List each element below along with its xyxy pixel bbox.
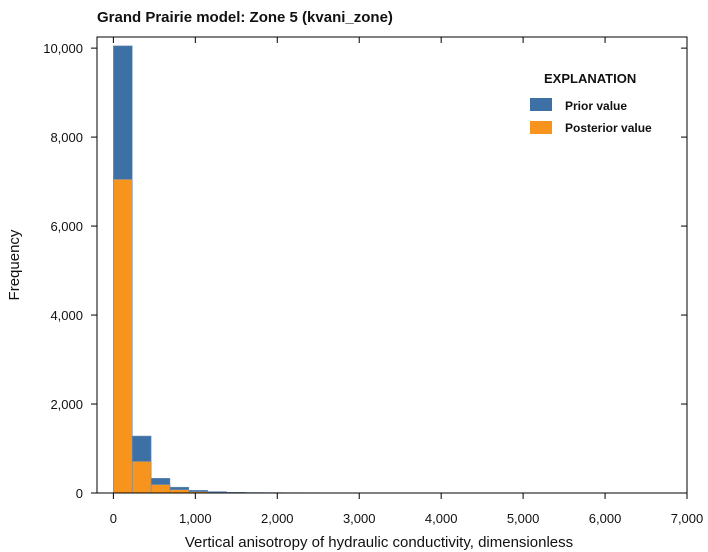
- x-tick-label: 3,000: [343, 511, 376, 526]
- x-tick-label: 2,000: [261, 511, 294, 526]
- chart-title: Grand Prairie model: Zone 5 (kvani_zone): [97, 9, 393, 26]
- y-tick-label: 10,000: [43, 41, 83, 56]
- legend-label-prior: Prior value: [565, 99, 627, 113]
- y-axis: 0 2,000 4,000 6,000 8,000 10,000: [43, 41, 687, 501]
- posterior-bar-3: [169, 489, 190, 494]
- y-tick-label: 0: [76, 486, 83, 501]
- x-tick-label: 7,000: [671, 511, 704, 526]
- legend-label-posterior: Posterior value: [565, 121, 652, 135]
- y-tick-label: 4,000: [50, 308, 83, 323]
- x-tick-label: 4,000: [425, 511, 458, 526]
- y-tick-label: 6,000: [50, 219, 83, 234]
- legend-title: EXPLANATION: [544, 71, 636, 86]
- y-tick-label: 2,000: [50, 397, 83, 412]
- y-axis-label: Frequency: [6, 229, 23, 300]
- x-tick-label: 0: [110, 511, 117, 526]
- legend: EXPLANATION Prior value Posterior value: [530, 71, 652, 135]
- plot-frame: [96, 36, 688, 494]
- legend-swatch-posterior: [530, 121, 552, 134]
- x-axis-label: Vertical anisotropy of hydraulic conduct…: [185, 534, 573, 551]
- legend-swatch-prior: [530, 98, 552, 111]
- x-axis: 0 1,000 2,000 3,000 4,000 5,000 6,000 7,000: [110, 37, 704, 526]
- x-tick-label: 1,000: [179, 511, 212, 526]
- posterior-bar-0: [113, 179, 133, 494]
- x-tick-label: 6,000: [589, 511, 622, 526]
- x-tick-label: 5,000: [507, 511, 540, 526]
- posterior-bar-1: [131, 461, 152, 494]
- y-tick-label: 8,000: [50, 130, 83, 145]
- posterior-bar-2: [150, 484, 171, 494]
